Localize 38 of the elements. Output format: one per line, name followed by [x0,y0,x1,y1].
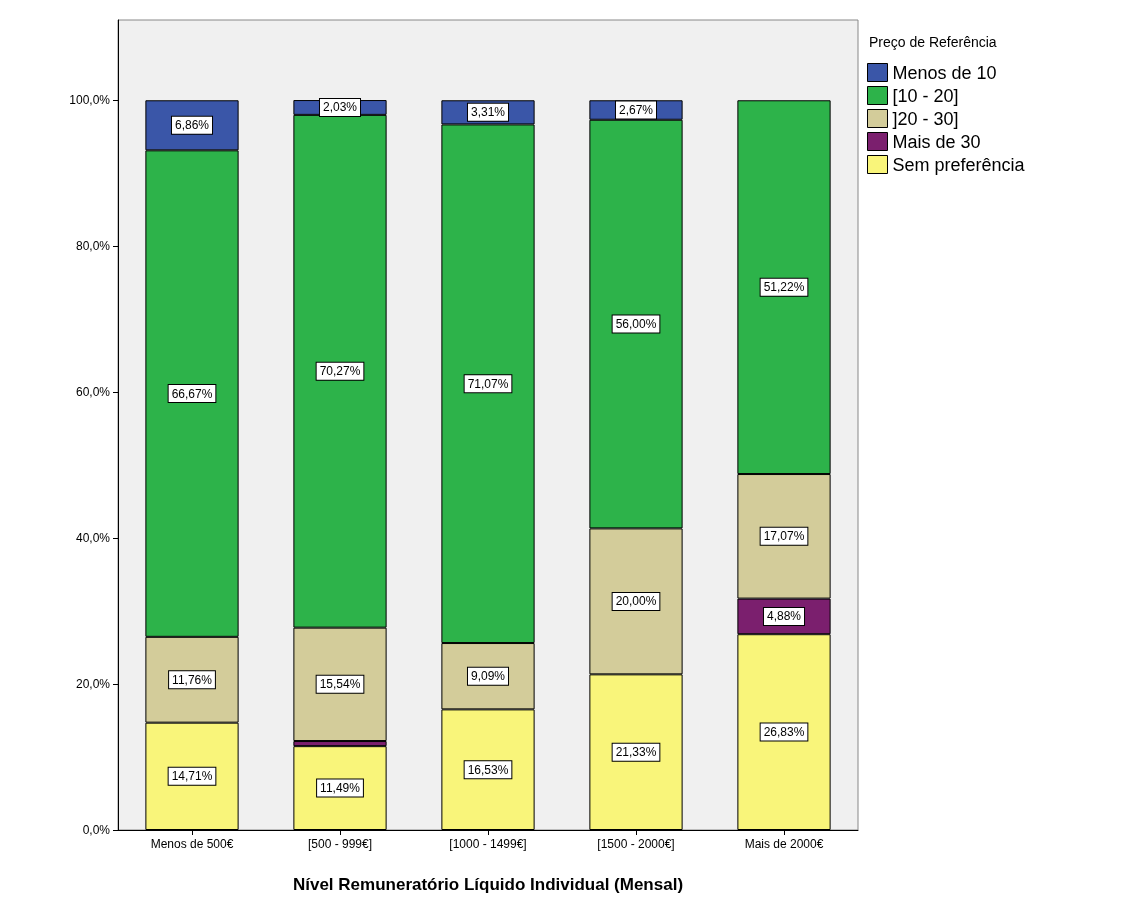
data-label: 70,27% [319,364,361,379]
legend-label: Sem preferência [892,154,1026,175]
data-label: 2,03% [322,100,358,115]
data-label: 11,76% [172,672,213,687]
data-label: 51,22% [763,280,805,295]
x-tick-label: [1000 - 1499€] [449,837,527,851]
data-label: 6,86% [174,118,210,133]
y-tick-label: 100,0% [69,93,111,108]
legend-label: Mais de 30 [892,131,981,152]
legend-label: Menos de 10 [892,62,997,83]
y-tick-label: 0,0% [82,823,111,837]
data-label: 14,71% [171,769,213,784]
data-label: 20,00% [615,594,657,609]
data-label: 17,07% [763,529,805,544]
data-label: 21,33% [615,745,657,760]
data-label: 26,83% [763,725,805,740]
data-label: 4,88% [766,609,802,624]
data-label: 2,67% [618,103,654,118]
x-tick-label: Menos de 500€ [150,837,234,851]
data-label: 66,67% [171,386,213,401]
legend-label: ]20 - 30] [892,108,959,129]
data-label: 9,09% [470,669,506,684]
data-label: 11,49% [320,781,361,796]
y-tick-label: 20,0% [75,677,111,692]
data-label: 56,00% [615,317,657,332]
x-axis-title: Nível Remuneratório Líquido Individual (Mensal) [292,875,684,894]
x-tick-label: [1500 - 2000€] [597,837,675,851]
legend-title: Preço de Referência [869,34,997,50]
x-tick-label: Mais de 2000€ [744,837,824,851]
y-tick-label: 40,0% [75,531,111,546]
y-tick-label: 80,0% [75,239,111,254]
data-label: 15,54% [319,677,361,692]
data-label: 16,53% [467,762,509,777]
x-tick-label: [500 - 999€] [307,837,373,851]
data-label: 3,31% [470,105,506,120]
data-label: 71,07% [467,376,509,391]
y-tick-label: 60,0% [75,385,111,400]
legend-label: [10 - 20] [892,85,959,106]
